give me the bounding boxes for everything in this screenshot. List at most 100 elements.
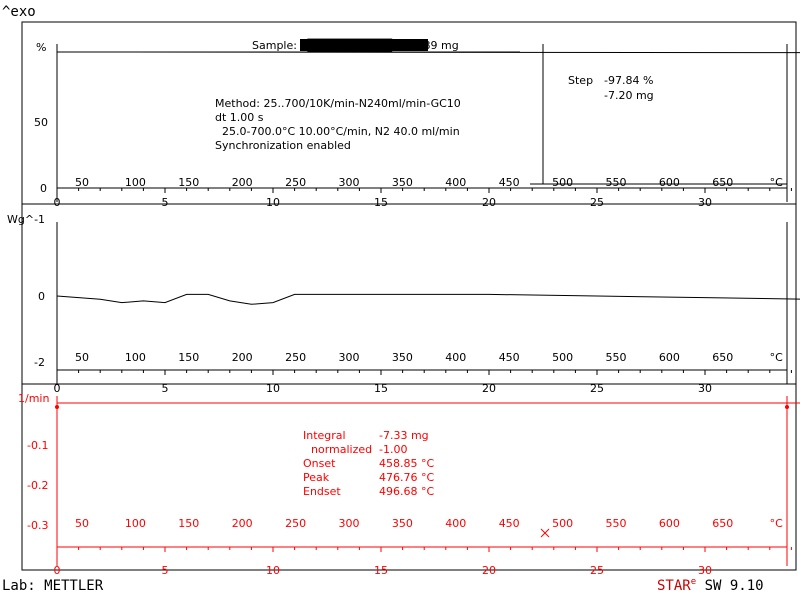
temp-tick-label: 350 — [392, 351, 413, 364]
exo-label: ^exo — [2, 4, 36, 20]
temp-tick-label: 550 — [606, 351, 627, 364]
time-tick-label: 10 — [266, 382, 280, 395]
method-line-3: 25.0-700.0°C 10.00°C/min, N2 40.0 ml/min — [215, 125, 460, 138]
time-tick-label: 20 — [482, 382, 496, 395]
peak-label: Peak — [303, 471, 330, 484]
temp-tick-label: 50 — [75, 176, 89, 189]
deriv-y-tick-02: -0.2 — [27, 479, 48, 492]
tga-y-ticks: 50 0 — [34, 116, 48, 195]
temp-tick-label: 100 — [125, 351, 146, 364]
integral-label: Integral — [303, 429, 346, 442]
dtg-time-axis: 05101520253035404550556065min — [54, 369, 792, 395]
tga-y-tick-0: 0 — [40, 182, 47, 195]
dtg-temperature-axis: 50 100 150 200 250 300 350 400 450 500 550 600 650 °C — [75, 351, 783, 364]
endset-label: Endset — [303, 485, 341, 498]
method-line-4: Synchronization enabled — [215, 139, 351, 152]
time-tick-label: 15 — [374, 196, 388, 209]
step-label: Step — [568, 74, 593, 87]
temp-tick-label: 650 — [712, 517, 733, 530]
temp-tick-label: 650 — [712, 351, 733, 364]
temp-tick-label: 400 — [445, 351, 466, 364]
temp-tick-label: 300 — [339, 517, 360, 530]
dtg-y-tick-minus2: -2 — [34, 356, 45, 369]
time-tick-label: 0 — [54, 382, 61, 395]
temp-tick-label: 200 — [232, 517, 253, 530]
time-tick-label: 10 — [266, 196, 280, 209]
tga-unit-label: % — [36, 41, 46, 54]
temp-tick-label: 450 — [499, 517, 520, 530]
onset-value: 458.85 °C — [379, 457, 434, 470]
integral-table: Integral normalized Onset Peak Endset -7… — [303, 429, 434, 498]
step-percent: -97.84 % — [604, 74, 653, 87]
temp-tick-label: 500 — [552, 517, 573, 530]
method-line-2: dt 1.00 s — [215, 111, 264, 124]
temp-tick-label: 650 — [712, 176, 733, 189]
time-tick-label: 20 — [482, 564, 496, 577]
integral-value: -7.33 mg — [379, 429, 429, 442]
time-tick-label: 5 — [162, 564, 169, 577]
temp-tick-label: 250 — [285, 176, 306, 189]
dtg-y-ticks: 0 -2 — [34, 290, 45, 369]
brand-a: A — [674, 578, 683, 594]
deriv-temperature-axis: 50 100 150 200 250 300 350 400 450 500 550 600 650 °C — [75, 517, 783, 530]
time-tick-label: 15 — [374, 382, 388, 395]
time-tick-label: 0 — [54, 196, 61, 209]
temp-tick-label: 50 — [75, 517, 89, 530]
normalized-label: normalized — [311, 443, 372, 456]
temp-tick-label: 350 — [392, 517, 413, 530]
time-tick-label: 20 — [482, 196, 496, 209]
time-tick-label: 0 — [54, 564, 61, 577]
method-line-1: Method: 25..700/10K/min-N240ml/min-GC10 — [215, 97, 461, 110]
temp-tick-label: 250 — [285, 351, 306, 364]
peak-value: 476.76 °C — [379, 471, 434, 484]
deriv-time-axis: 05101520253035404550556065min — [54, 546, 792, 577]
time-tick-label: 5 — [162, 196, 169, 209]
temp-tick-label: 100 — [125, 176, 146, 189]
temp-tick-label: °C — [770, 176, 784, 189]
time-tick-label: 30 — [698, 196, 712, 209]
method-text-block: Method: 25..700/10K/min-N240ml/min-GC10 … — [215, 97, 461, 152]
temp-tick-label: 600 — [659, 176, 680, 189]
temp-tick-label: 550 — [606, 176, 627, 189]
deriv-unit-label: 1/min — [18, 392, 49, 405]
temp-tick-label: 250 — [285, 517, 306, 530]
brand-st: ST — [657, 578, 674, 594]
tga-temperature-axis: 50 100 150 200 250 300 350 400 450 500 550 600 650 °C — [75, 176, 783, 189]
step-mass: -7.20 mg — [604, 89, 654, 102]
temp-tick-label: 600 — [659, 351, 680, 364]
temp-tick-label: 150 — [178, 517, 199, 530]
tga-mass-curve — [56, 51, 800, 54]
brand-r: R — [682, 578, 691, 594]
time-tick-label: 30 — [698, 564, 712, 577]
temp-tick-label: °C — [770, 351, 784, 364]
dtg-unit-label: Wg^-1 — [7, 213, 45, 226]
temp-tick-label: 300 — [339, 176, 360, 189]
brand-sw: SW 9.10 — [696, 578, 763, 594]
endset-value: 496.68 °C — [379, 485, 434, 498]
temp-tick-label: 200 — [232, 176, 253, 189]
temp-tick-label: °C — [770, 517, 784, 530]
temp-tick-label: 100 — [125, 517, 146, 530]
temp-tick-label: 50 — [75, 351, 89, 364]
temp-tick-label: 500 — [552, 351, 573, 364]
temp-tick-label: 400 — [445, 176, 466, 189]
deriv-endpoint-marks — [55, 405, 789, 409]
temp-tick-label: 600 — [659, 517, 680, 530]
onset-label: Onset — [303, 457, 336, 470]
dtg-y-tick-0: 0 — [38, 290, 45, 303]
deriv-y-tick-01: -0.1 — [27, 439, 48, 452]
plot-frame — [21, 21, 797, 571]
time-tick-label: 25 — [590, 564, 604, 577]
temp-tick-label: 300 — [339, 351, 360, 364]
temp-tick-label: 550 — [606, 517, 627, 530]
time-tick-label: 15 — [374, 564, 388, 577]
deriv-y-tick-03: -0.3 — [27, 519, 48, 532]
temp-tick-label: 500 — [552, 176, 573, 189]
time-tick-label: 25 — [590, 196, 604, 209]
tga-y-tick-50: 50 — [34, 116, 48, 129]
tga-time-axis: 05101520253035404550556065min — [54, 187, 792, 209]
deriv-y-ticks: -0.1 -0.2 -0.3 — [27, 439, 48, 532]
step-annotation: Step -97.84 % -7.20 mg — [568, 74, 654, 102]
dtg-heatflow-curve — [56, 293, 800, 305]
lab-label: Lab: METTLER — [2, 578, 104, 594]
